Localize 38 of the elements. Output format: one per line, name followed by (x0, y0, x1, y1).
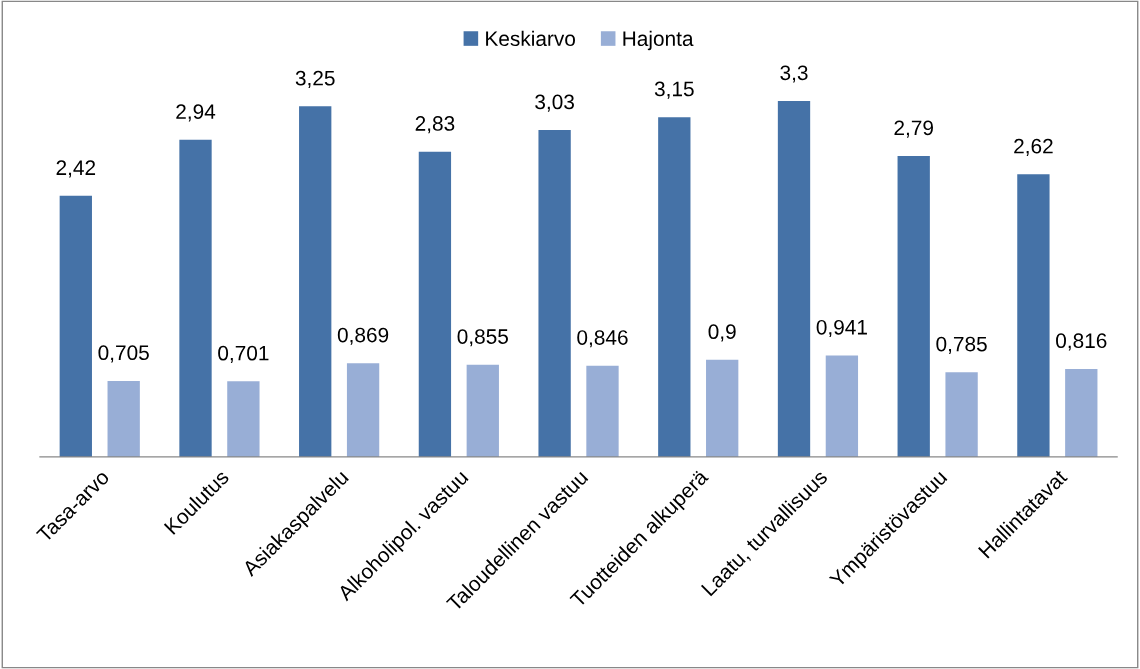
bar (107, 380, 140, 457)
bar (418, 151, 452, 457)
bar (346, 363, 380, 457)
bar (59, 195, 92, 457)
data-label: 3,03 (535, 94, 574, 112)
data-label: 0,9 (708, 324, 736, 342)
data-label: 0,816 (1056, 333, 1107, 351)
data-label: 0,855 (457, 329, 508, 347)
bar (945, 372, 978, 457)
bar (777, 100, 811, 457)
data-label: 0,941 (816, 319, 867, 338)
data-label: 0,846 (577, 330, 628, 348)
data-label: 3,15 (654, 81, 694, 99)
bar (586, 365, 619, 457)
data-label: 2,94 (176, 104, 216, 122)
legend-label: Hajonta (623, 30, 694, 51)
data-label: 2,62 (1014, 138, 1053, 156)
data-label: 0,705 (98, 345, 149, 363)
bar (466, 364, 499, 457)
bar (227, 381, 260, 457)
data-label: 0,701 (218, 345, 269, 363)
data-label: 0,785 (936, 336, 987, 354)
bar (1017, 174, 1050, 457)
bar (658, 117, 691, 457)
bar (706, 359, 739, 457)
data-label: 3,25 (295, 70, 335, 89)
data-label: 0,869 (337, 327, 389, 345)
data-label: 3,3 (780, 65, 808, 83)
bar (299, 106, 332, 457)
bar (897, 155, 930, 457)
data-label: 2,83 (415, 116, 455, 134)
bar (825, 355, 859, 457)
legend-label: Keskiarvo (486, 30, 576, 47)
data-label: 2,42 (56, 160, 96, 178)
data-label: 2,79 (894, 120, 933, 138)
bar (538, 130, 571, 457)
bar (1065, 368, 1098, 457)
bar (179, 139, 212, 457)
